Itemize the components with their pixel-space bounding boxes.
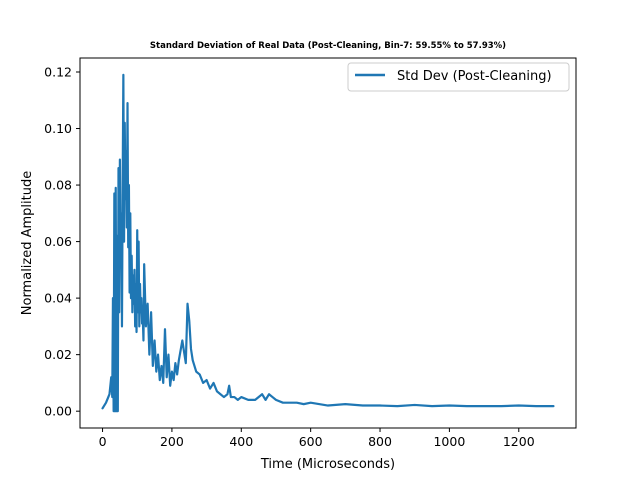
legend-box xyxy=(347,62,570,92)
x-tick-label: 1200 xyxy=(503,434,535,449)
y-tick-label: 0.04 xyxy=(44,291,72,306)
y-tick-label: 0.08 xyxy=(44,178,72,193)
series-line-0 xyxy=(101,73,555,413)
y-axis: 0.00 0.02 0.04 0.06 0.08 0.10 0.12 xyxy=(44,64,80,419)
plot-area xyxy=(79,57,577,429)
y-tick-label: 0.00 xyxy=(44,404,72,419)
axes-frame xyxy=(79,57,577,429)
chart-title: Standard Deviation of Real Data (Post-Cl… xyxy=(150,41,506,51)
y-tick-label: 0.06 xyxy=(44,234,72,249)
y-tick-label: 0.02 xyxy=(44,347,72,362)
series-layer xyxy=(101,73,555,413)
x-tick-label: 200 xyxy=(160,434,184,449)
legend-label: Std Dev (Post-Cleaning) xyxy=(397,69,552,84)
x-tick-label: 600 xyxy=(299,434,323,449)
x-tick-label: 400 xyxy=(229,434,253,449)
y-axis-label: Normalized Amplitude xyxy=(20,171,35,315)
legend: Std Dev (Post-Cleaning) xyxy=(347,62,570,92)
y-tick-label: 0.10 xyxy=(44,121,72,136)
x-axis-label: Time (Microseconds) xyxy=(260,457,395,472)
x-tick-label: 800 xyxy=(368,434,392,449)
x-tick-label: 1000 xyxy=(433,434,465,449)
x-tick-label: 0 xyxy=(99,434,107,449)
x-axis: 0 200 400 600 800 1000 1200 xyxy=(99,428,535,449)
axes-background xyxy=(80,58,576,428)
y-tick-label: 0.12 xyxy=(44,64,72,79)
